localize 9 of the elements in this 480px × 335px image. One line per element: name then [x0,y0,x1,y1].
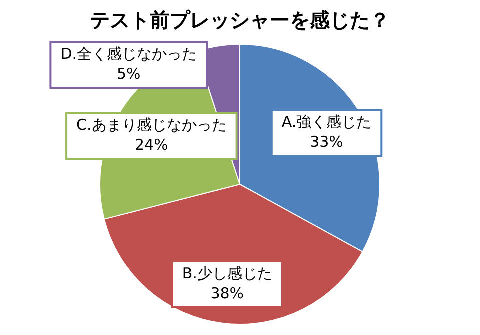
slice-label: C.あまり感じなかった [76,116,227,134]
slice-label: D.全く感じなかった [60,44,198,63]
chart-title: テスト前プレッシャーを感じた？ [89,7,391,34]
data-label: 5% [116,64,141,83]
slice-label: B.少し感じた [182,264,272,282]
data-label: 24% [134,136,168,154]
data-label: 33% [310,133,344,152]
slice-label: A.強く感じた [282,113,372,132]
data-label: 38% [210,284,244,302]
